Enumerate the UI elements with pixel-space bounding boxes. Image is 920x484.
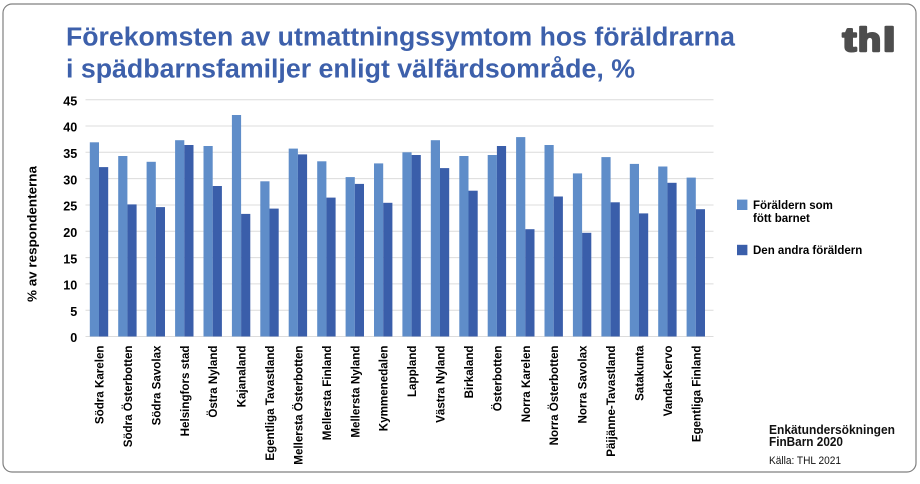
svg-text:i spädbarnsfamiljer enligt väl: i spädbarnsfamiljer enligt välfärdsområd… xyxy=(66,55,635,83)
svg-text:Kymmenedalen: Kymmenedalen xyxy=(378,346,391,432)
svg-text:% av respondenterna: % av respondenterna xyxy=(25,165,40,302)
svg-text:Päijänne-Tavastland: Päijänne-Tavastland xyxy=(605,346,618,457)
svg-text:Förekomsten av utmattningssymt: Förekomsten av utmattningssymtom hos för… xyxy=(66,24,736,52)
svg-text:Österbotten: Österbotten xyxy=(491,346,504,412)
svg-text:30: 30 xyxy=(63,173,77,187)
svg-text:Källa: THL 2021: Källa: THL 2021 xyxy=(769,455,841,467)
svg-text:Den andra föräldern: Den andra föräldern xyxy=(753,245,862,257)
svg-text:Södra Savolax: Södra Savolax xyxy=(150,345,163,425)
svg-text:Satakunta: Satakunta xyxy=(634,345,647,401)
svg-text:Lappland: Lappland xyxy=(406,346,419,398)
svg-text:5: 5 xyxy=(70,305,77,319)
svg-text:Mellersta Österbotten: Mellersta Österbotten xyxy=(292,346,305,465)
svg-text:Norra Österbotten: Norra Österbotten xyxy=(548,346,561,446)
svg-text:Norra Karelen: Norra Karelen xyxy=(520,346,533,423)
svg-text:Södra Österbotten: Södra Österbotten xyxy=(122,346,135,448)
svg-text:Östra Nyland: Östra Nyland xyxy=(207,346,220,418)
svg-text:20: 20 xyxy=(63,226,77,240)
svg-text:Mellersta Finland: Mellersta Finland xyxy=(321,346,334,441)
svg-text:Kajanaland: Kajanaland xyxy=(236,346,249,408)
svg-text:15: 15 xyxy=(63,252,77,266)
svg-text:fött barnet: fött barnet xyxy=(753,213,810,225)
svg-text:l: l xyxy=(883,22,895,58)
svg-text:Mellersta Nyland: Mellersta Nyland xyxy=(349,346,362,438)
svg-text:Helsingfors stad: Helsingfors stad xyxy=(179,346,192,437)
svg-text:45: 45 xyxy=(63,94,77,108)
svg-text:0: 0 xyxy=(70,331,77,345)
svg-text:Egentliga Finland: Egentliga Finland xyxy=(690,346,703,443)
svg-text:35: 35 xyxy=(63,147,77,161)
svg-text:FinBarn 2020: FinBarn 2020 xyxy=(769,434,843,449)
svg-text:Birkaland: Birkaland xyxy=(463,346,476,399)
svg-text:Föräldern som: Föräldern som xyxy=(753,200,833,212)
svg-text:10: 10 xyxy=(63,279,77,293)
svg-text:t: t xyxy=(843,21,857,58)
svg-text:Norra Savolax: Norra Savolax xyxy=(577,345,590,424)
svg-text:h: h xyxy=(858,21,881,58)
svg-text:Vanda-Kervo: Vanda-Kervo xyxy=(662,346,675,417)
svg-text:Södra Karelen: Södra Karelen xyxy=(94,346,107,425)
svg-text:40: 40 xyxy=(63,121,77,135)
svg-text:25: 25 xyxy=(63,200,77,214)
svg-text:Västra Nyland: Västra Nyland xyxy=(435,346,448,423)
svg-text:Egentliga Tavastland: Egentliga Tavastland xyxy=(264,346,277,461)
svg-text:Enkätundersökningen: Enkätundersökningen xyxy=(769,422,895,437)
